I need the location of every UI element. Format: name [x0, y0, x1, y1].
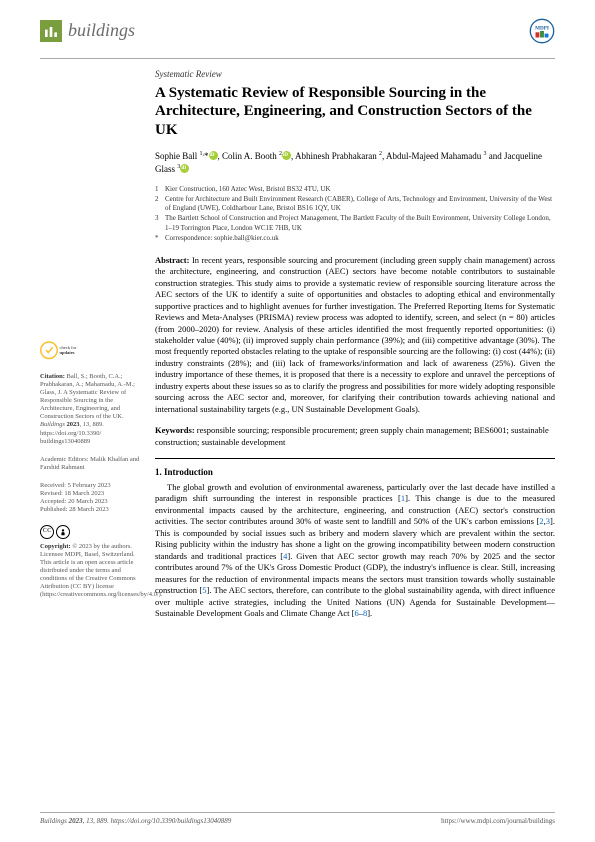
- article-title: A Systematic Review of Responsible Sourc…: [155, 84, 555, 140]
- footer-citation: Buildings 2023, 13, 889. https://doi.org…: [40, 817, 231, 826]
- affiliation-row: 2Centre for Architecture and Built Envir…: [155, 195, 555, 213]
- editors-block: Academic Editors: Malik Khalfan and Fars…: [40, 456, 143, 472]
- section-rule: [155, 458, 555, 459]
- published-date: Published: 28 March 2023: [40, 506, 143, 514]
- affiliations: 1Kier Construction, 160 Aztec West, Bris…: [155, 185, 555, 243]
- journal-logo-icon: [40, 20, 62, 42]
- sidebar: check for updates Citation: Ball, S.; Bo…: [40, 69, 155, 620]
- check-updates-icon[interactable]: check for updates: [40, 339, 85, 362]
- footer-url[interactable]: https://www.mdpi.com/journal/buildings: [441, 817, 555, 826]
- header: buildings MDPI: [0, 0, 595, 54]
- svg-text:updates: updates: [60, 350, 75, 355]
- keywords: Keywords: responsible sourcing; responsi…: [155, 425, 555, 448]
- revised-date: Revised: 18 March 2023: [40, 490, 143, 498]
- affiliation-row: *Correspondence: sophie.ball@kier.co.uk: [155, 234, 555, 243]
- affiliation-row: 3The Bartlett School of Construction and…: [155, 214, 555, 232]
- mdpi-logo-icon: MDPI: [529, 18, 555, 44]
- affiliation-row: 1Kier Construction, 160 Aztec West, Bris…: [155, 185, 555, 194]
- main-column: Systematic Review A Systematic Review of…: [155, 69, 555, 620]
- svg-text:check for: check for: [60, 345, 77, 350]
- cc-license-icons: CC: [40, 525, 143, 539]
- authors: Sophie Ball 1,*, Colin A. Booth 2, Abhin…: [155, 150, 555, 175]
- accepted-date: Accepted: 20 March 2023: [40, 498, 143, 506]
- copyright-text: © 2023 by the authors. Licensee MDPI, Ba…: [40, 543, 162, 599]
- abstract: Abstract: In recent years, responsible s…: [155, 255, 555, 416]
- journal-name: buildings: [68, 19, 135, 42]
- received-date: Received: 5 February 2023: [40, 482, 143, 490]
- citation-block: Citation: Ball, S.; Booth, C.A.; Prabhak…: [40, 373, 143, 446]
- dates-block: Received: 5 February 2023 Revised: 18 Ma…: [40, 482, 143, 515]
- abstract-text: In recent years, responsible sourcing an…: [155, 255, 555, 414]
- copyright-block: Copyright: © 2023 by the authors. Licens…: [40, 543, 143, 600]
- keywords-text: responsible sourcing; responsible procur…: [155, 425, 549, 446]
- footer: Buildings 2023, 13, 889. https://doi.org…: [40, 812, 555, 826]
- cc-icon: CC: [40, 525, 54, 539]
- by-icon: [56, 525, 70, 539]
- article-type: Systematic Review: [155, 69, 555, 81]
- citation-text: Ball, S.; Booth, C.A.; Prabhakaran, A.; …: [40, 373, 135, 445]
- section-1-title: 1. Introduction: [155, 467, 555, 479]
- intro-paragraph: The global growth and evolution of envir…: [155, 482, 555, 620]
- svg-text:MDPI: MDPI: [535, 26, 549, 32]
